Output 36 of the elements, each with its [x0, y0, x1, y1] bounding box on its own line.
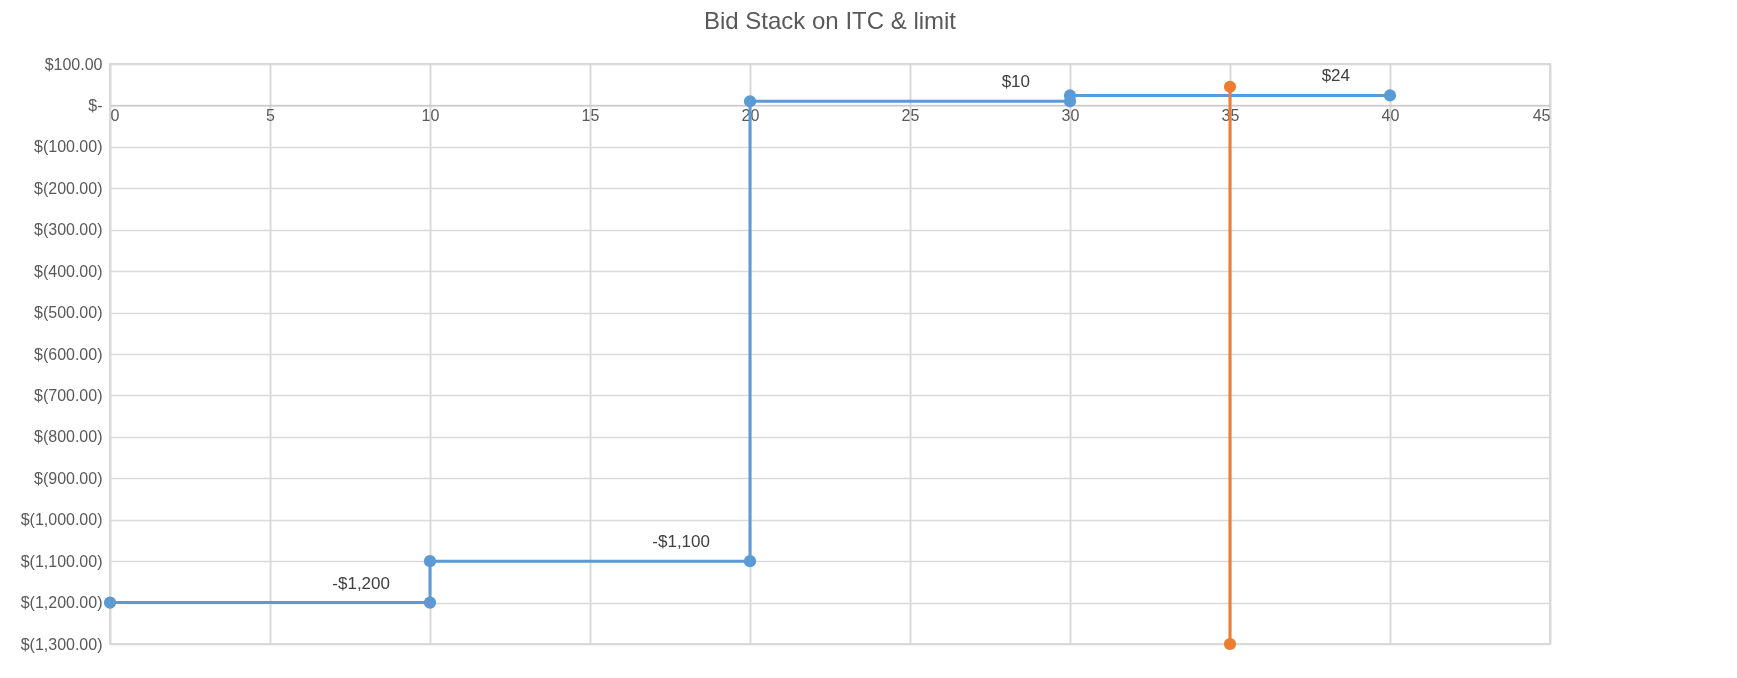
- y-tick-label: $(100.00): [34, 138, 103, 156]
- y-tick-label: $(600.00): [34, 345, 103, 363]
- point: [423, 555, 437, 568]
- y-tick-label: $-: [88, 96, 103, 114]
- y-tick-label: $(400.00): [34, 262, 103, 280]
- y-tick-label: $100.00: [44, 55, 103, 73]
- annotation: -$1,100: [652, 532, 710, 552]
- point: [1223, 80, 1237, 93]
- annotation: $10: [1001, 72, 1030, 92]
- y-tick-label: $(700.00): [34, 386, 103, 404]
- point: [1383, 89, 1397, 102]
- point: [423, 596, 437, 609]
- x-tick-label: 30: [1061, 106, 1080, 124]
- point: [743, 95, 757, 108]
- y-tick-label: $(200.00): [34, 179, 103, 197]
- x-tick-label: 45: [1532, 106, 1551, 124]
- y-tick-label: $(800.00): [34, 428, 103, 446]
- y-tick-label: $(900.00): [34, 469, 103, 487]
- x-tick-label: 40: [1381, 106, 1400, 124]
- x-tick-label: 15: [581, 106, 600, 124]
- point: [1223, 637, 1237, 651]
- y-tick-label: $(1,200.00): [20, 594, 103, 612]
- y-tick-label: $(1,100.00): [20, 552, 103, 570]
- point: [103, 596, 117, 609]
- annotation: -$1,200: [332, 573, 390, 593]
- x-tick-label: 0: [110, 106, 120, 124]
- x-tick-label: 5: [266, 106, 276, 124]
- y-tick-label: $(1,300.00): [20, 635, 103, 653]
- annotation: $24: [1321, 66, 1350, 86]
- x-tick-label: 25: [901, 106, 920, 124]
- chart-title: Bid Stack on ITC & limit: [703, 7, 957, 34]
- x-tick-label: 10: [421, 106, 440, 124]
- y-tick-label: $(500.00): [34, 304, 103, 322]
- point: [743, 555, 757, 568]
- y-tick-label: $(300.00): [34, 221, 103, 239]
- y-tick-label: $(1,000.00): [20, 511, 103, 529]
